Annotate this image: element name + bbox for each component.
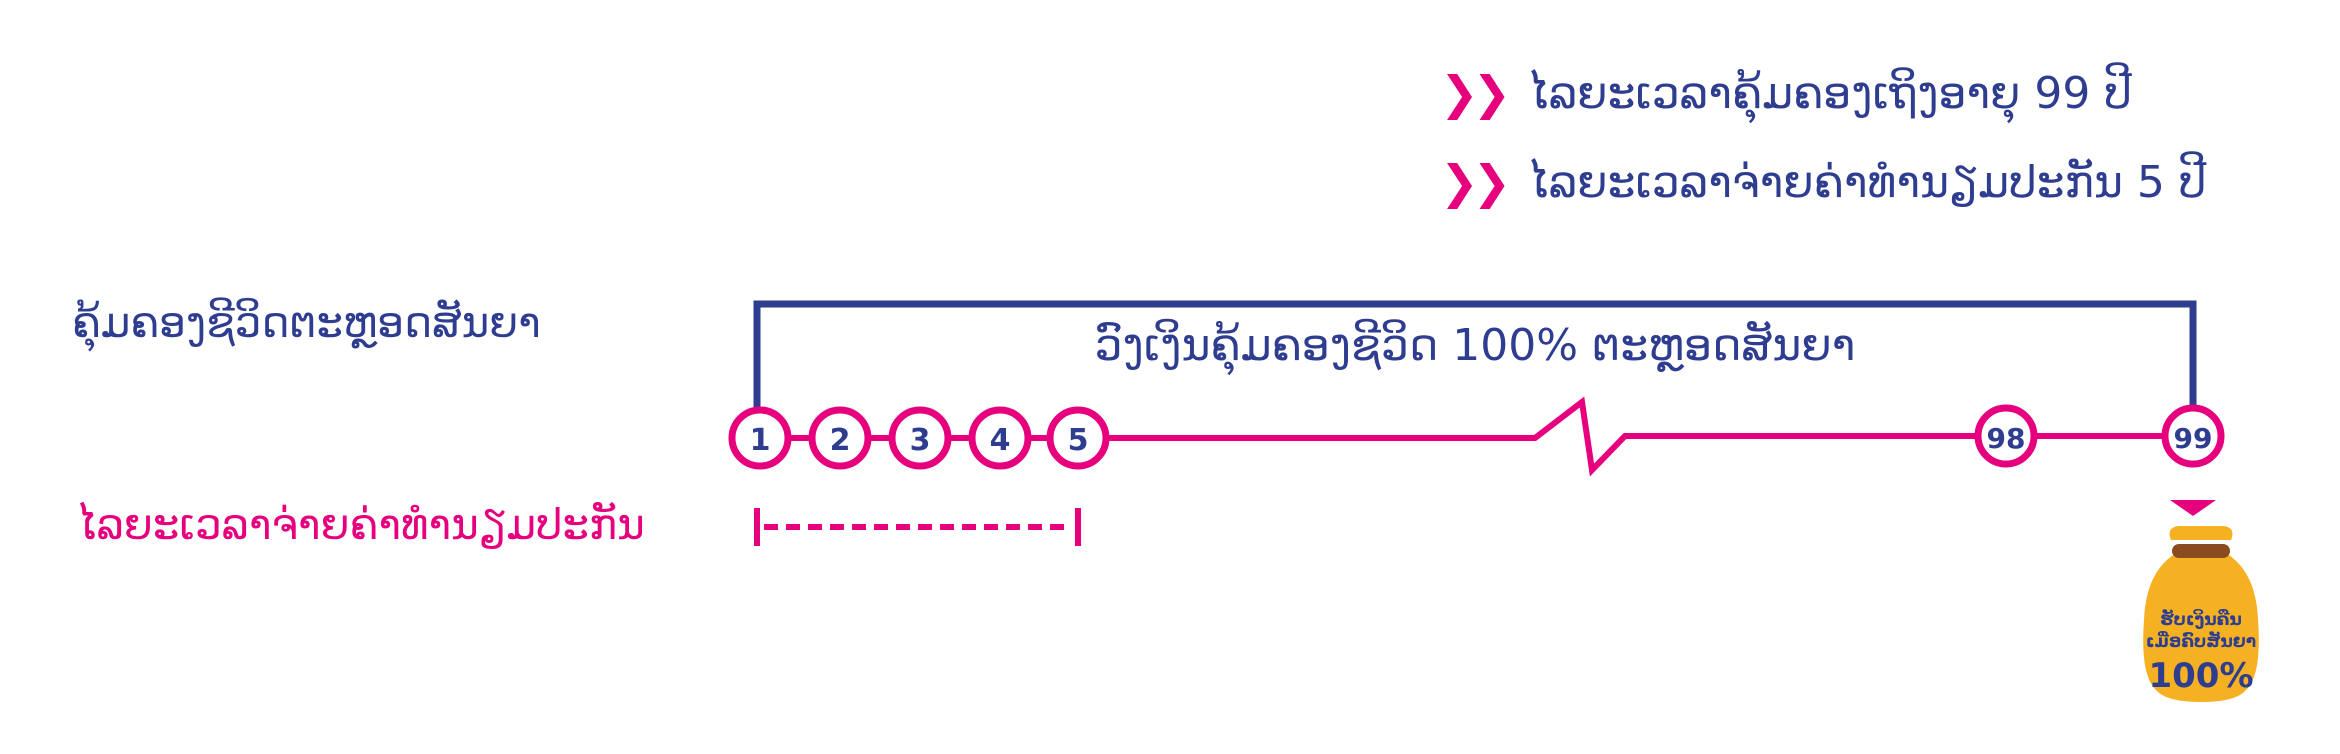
bullet-coverage-period: ❯❯ ໄລຍະເວລາຄຸ້ມຄອງເຖິງອາຍຸ 99 ປີ <box>1440 66 2132 120</box>
timeline-node-5: 5 <box>1046 406 1110 470</box>
timeline-node-2: 2 <box>808 406 872 470</box>
bullet-payment-period: ❯❯ ໄລຍະເວລາຈ່າຍຄ່າທຳນຽມປະກັນ 5 ປີ <box>1440 155 2206 209</box>
timeline-node-label: 3 <box>910 423 931 458</box>
payment-period-bracket <box>754 508 1081 546</box>
timeline-node-label: 5 <box>1068 423 1089 458</box>
timeline-node-98: 98 <box>1974 404 2038 468</box>
double-chevron-right-icon: ❯❯ <box>1440 155 1511 209</box>
money-bag-line2: ເມື່ອຄົບສັນຍາ <box>2145 632 2257 652</box>
coverage-bracket <box>753 300 2197 420</box>
money-bag-icon <box>2143 526 2259 702</box>
timeline-node-99: 99 <box>2161 404 2225 468</box>
timeline-node-label: 4 <box>990 423 1011 458</box>
down-arrow-icon <box>2170 500 2216 516</box>
money-bag-line1: ຮັບເງິນຄືນ <box>2160 610 2242 630</box>
payment-period-label: ໄລຍະເວລາຈ່າຍຄ່າທຳນຽມປະກັນ <box>76 500 645 549</box>
timeline-node-label: 1 <box>750 423 771 458</box>
timeline-line <box>790 396 1975 477</box>
timeline-node-label: 98 <box>1987 422 2026 455</box>
timeline-node-label: 99 <box>2174 422 2213 455</box>
timeline-node-4: 4 <box>968 406 1032 470</box>
double-chevron-right-icon: ❯❯ <box>1440 66 1511 120</box>
bullet-coverage-period-text: ໄລຍະເວລາຄຸ້ມຄອງເຖິງອາຍຸ 99 ປີ <box>1527 67 2132 119</box>
coverage-label: ຄຸ້ມຄອງຊີວິດຕະຫຼອດສັນຍາ <box>72 298 541 347</box>
timeline-node-label: 2 <box>830 423 851 458</box>
money-bag: ຮັບເງິນຄືນ ເມື່ອຄົບສັນຍາ 100% <box>2126 490 2276 720</box>
timeline-node-1: 1 <box>728 406 792 470</box>
timeline-node-3: 3 <box>888 406 952 470</box>
bullet-payment-period-text: ໄລຍະເວລາຈ່າຍຄ່າທຳນຽມປະກັນ 5 ປີ <box>1527 156 2207 208</box>
money-bag-percent: 100% <box>2148 656 2254 696</box>
coverage-bracket-text: ວົງເງິນຄຸ້ມຄອງຊີວິດ 100% ຕະຫຼອດສັນຍາ <box>1094 320 1856 371</box>
